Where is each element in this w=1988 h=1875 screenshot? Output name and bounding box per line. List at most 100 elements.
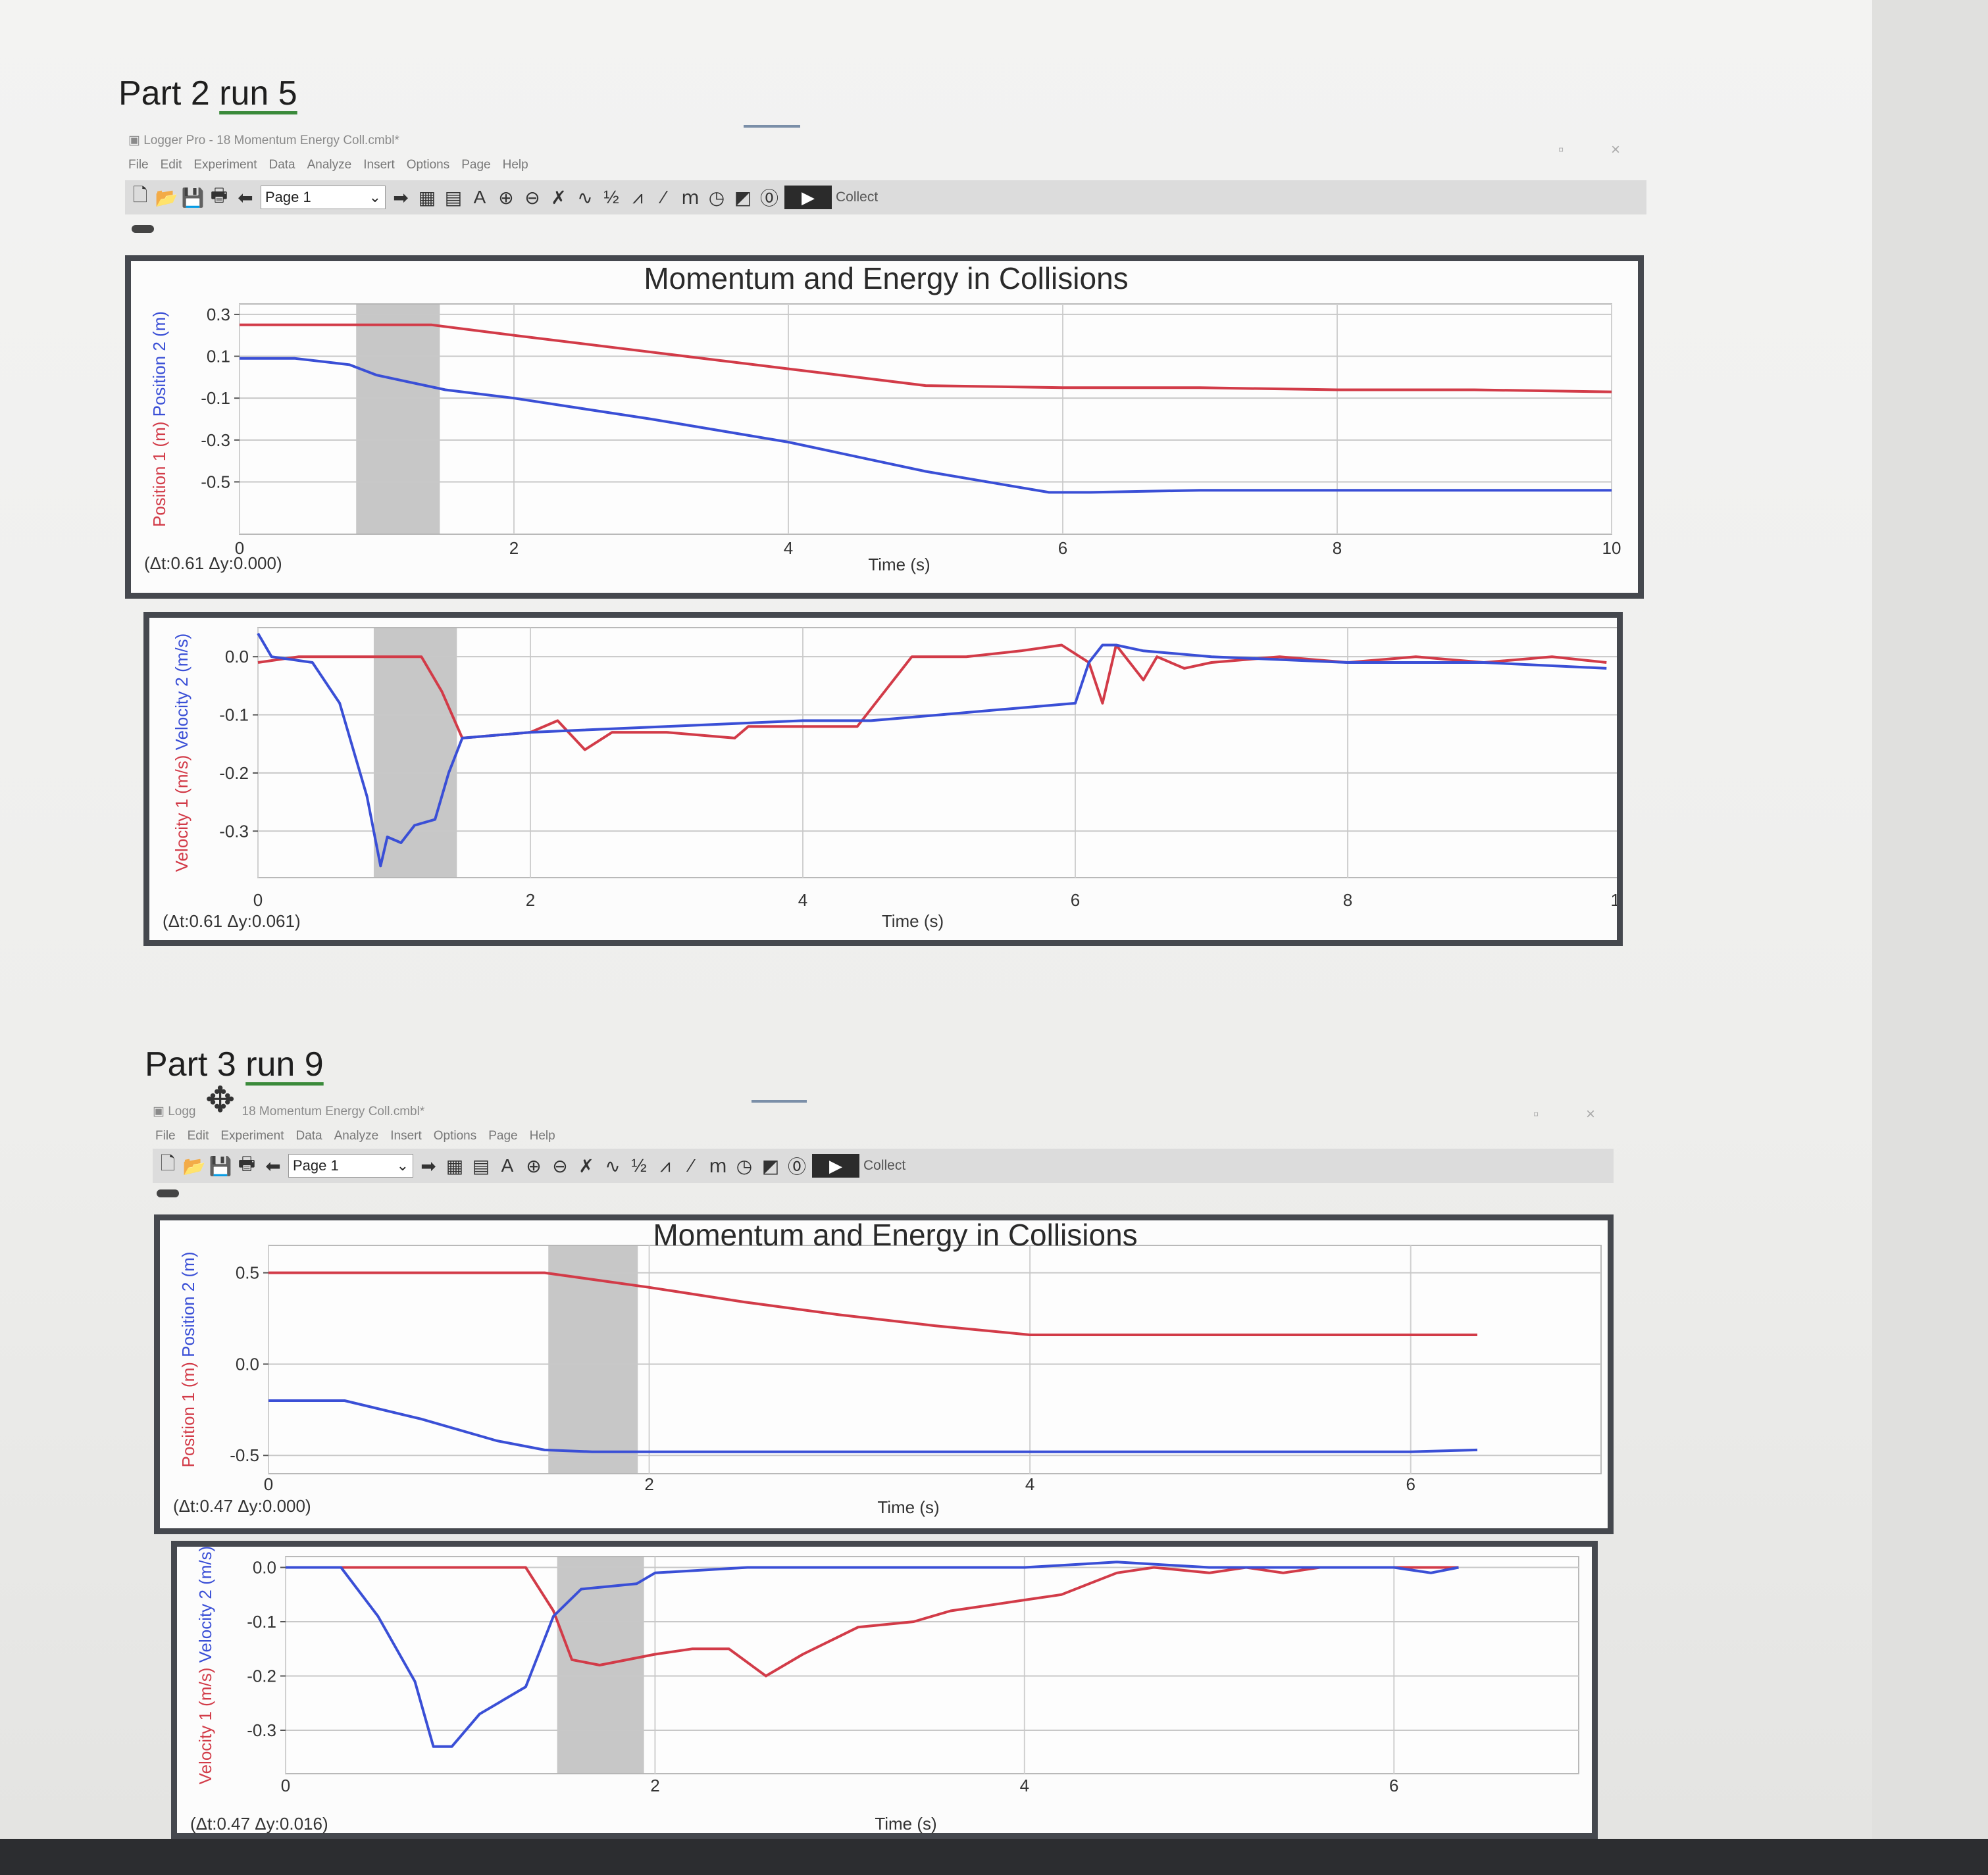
examine-icon[interactable]: ✗: [551, 187, 567, 208]
app-title: ▣ Logg 18 Momentum Energy Coll.cmbl*: [153, 1105, 425, 1118]
examine-icon[interactable]: ✗: [578, 1155, 594, 1176]
y-label-series2: Position 2 (m): [149, 311, 169, 416]
clock-icon[interactable]: ◷: [708, 187, 725, 208]
back-arrow-icon[interactable]: ⬅: [238, 187, 253, 208]
restore-icon[interactable]: ▫: [1558, 141, 1564, 159]
x-tick-label: 10: [1602, 538, 1621, 558]
menu-item-insert[interactable]: Insert: [363, 158, 395, 172]
menu-item-file[interactable]: File: [128, 158, 149, 172]
title-prefix: Part 2: [118, 74, 220, 113]
menu-item-analyze[interactable]: Analyze: [334, 1129, 379, 1143]
chart-title: Momentum and Energy in Collisions: [653, 1220, 1137, 1252]
menu-item-file[interactable]: File: [155, 1129, 176, 1143]
y-tick-label: -0.3: [247, 1720, 276, 1740]
y-tick-label: -0.3: [201, 430, 230, 450]
autoscale-icon[interactable]: A: [501, 1155, 514, 1176]
menu-item-options[interactable]: Options: [433, 1129, 477, 1143]
tangent-icon[interactable]: ∿: [605, 1155, 621, 1176]
collect-button[interactable]: ▶: [812, 1154, 859, 1178]
tangent-icon[interactable]: ∿: [577, 187, 593, 208]
delta-readout: (Δt:0.61 Δy:0.000): [144, 553, 282, 573]
calculator-icon[interactable]: ▤: [472, 1155, 490, 1176]
y-axis-label-text: Velocity 1 (m/s) Velocity 2 (m/s): [195, 1547, 215, 1784]
menu-item-page[interactable]: Page: [488, 1129, 518, 1143]
x-tick-label: 6: [1071, 890, 1080, 910]
menu-item-edit[interactable]: Edit: [160, 158, 182, 172]
menu-item-data[interactable]: Data: [295, 1129, 322, 1143]
zero-icon[interactable]: ⓪: [759, 188, 778, 209]
curve-fit-icon[interactable]: ⅿ: [709, 1155, 727, 1176]
graph-icon[interactable]: ◩: [734, 187, 752, 208]
restore-icon[interactable]: ▫: [1533, 1105, 1539, 1123]
stats-icon[interactable]: ⩘: [660, 1155, 671, 1176]
play-icon: ▶: [802, 187, 815, 207]
title-prefix: Part 3: [145, 1045, 246, 1084]
page-select[interactable]: Page 1 ⌄: [261, 186, 386, 209]
y-tick-label: -0.5: [201, 472, 230, 491]
menu-item-data[interactable]: Data: [268, 158, 295, 172]
menu-item-insert[interactable]: Insert: [390, 1129, 422, 1143]
zoom-in-icon[interactable]: ⊕: [498, 187, 514, 208]
open-folder-icon[interactable]: 📂: [155, 187, 178, 208]
app-icon: ▣: [128, 134, 144, 147]
close-icon[interactable]: ×: [1586, 1105, 1596, 1123]
y-tick-label: -0.1: [201, 388, 230, 408]
page-select[interactable]: Page 1 ⌄: [288, 1154, 413, 1178]
x-tick-label: 2: [644, 1474, 653, 1494]
curve-fit-icon[interactable]: ⅿ: [681, 187, 700, 208]
y-axis-label: Position 1 (m) Position 2 (m): [178, 1251, 198, 1467]
print-icon[interactable]: 🖶: [238, 1153, 256, 1174]
page-handle[interactable]: [157, 1189, 179, 1197]
y-label-series1: Position 1 (m): [149, 422, 169, 527]
y-axis-label: Velocity 1 (m/s) Velocity 2 (m/s): [195, 1547, 215, 1784]
menu-item-experiment[interactable]: Experiment: [193, 158, 257, 172]
forward-arrow-icon[interactable]: ➡: [393, 187, 409, 208]
save-icon[interactable]: 💾: [209, 1155, 232, 1176]
close-icon[interactable]: ×: [1611, 141, 1621, 159]
new-file-icon[interactable]: 🗋: [132, 185, 148, 205]
menu-item-help[interactable]: Help: [502, 158, 528, 172]
menu-item-edit[interactable]: Edit: [187, 1129, 209, 1143]
menu-item-experiment[interactable]: Experiment: [220, 1129, 284, 1143]
stats-icon[interactable]: ⩘: [632, 186, 643, 207]
x-tick-label: 2: [509, 538, 519, 558]
y-label-series2: Position 2 (m): [178, 1251, 198, 1357]
x-tick-label: 8: [1343, 890, 1352, 910]
open-folder-icon[interactable]: 📂: [182, 1155, 206, 1176]
integral-icon[interactable]: ½: [631, 1155, 647, 1176]
section-title-part3: Part 3 run 9: [145, 1045, 324, 1084]
calculator-icon[interactable]: ▤: [444, 187, 463, 208]
zoom-in-icon[interactable]: ⊕: [526, 1155, 542, 1176]
delta-readout: (Δt:0.61 Δy:0.061): [163, 911, 301, 931]
x-tick-label: 0: [253, 890, 263, 910]
plot-area: [268, 1245, 1602, 1474]
zero-icon[interactable]: ⓪: [787, 1157, 806, 1177]
menu-item-analyze[interactable]: Analyze: [307, 158, 352, 172]
x-axis-label: Time (s): [868, 555, 930, 574]
collect-button[interactable]: ▶: [784, 186, 832, 209]
print-icon[interactable]: 🖶: [210, 185, 228, 205]
menu-item-page[interactable]: Page: [461, 158, 491, 172]
play-icon: ▶: [829, 1155, 842, 1176]
zoom-out-icon[interactable]: ⊖: [524, 187, 540, 208]
zoom-out-icon[interactable]: ⊖: [552, 1155, 568, 1176]
linear-fit-icon[interactable]: ⁄: [662, 187, 666, 207]
y-tick-label: -0.1: [219, 705, 249, 725]
menu-item-help[interactable]: Help: [529, 1129, 555, 1143]
title-run: run 9: [245, 1045, 324, 1084]
page-handle[interactable]: [132, 225, 154, 233]
clock-icon[interactable]: ◷: [736, 1155, 753, 1176]
forward-arrow-icon[interactable]: ➡: [421, 1155, 436, 1176]
graph-run9-velocity: 0 2 4 6 0.0 -0.1 -0.2 -0.3 Time (s) (Δt:0.47 Δy:0…: [171, 1541, 1598, 1839]
linear-fit-icon[interactable]: ⁄: [690, 1155, 694, 1176]
integral-icon[interactable]: ½: [603, 187, 619, 207]
table-icon[interactable]: ▦: [446, 1155, 464, 1176]
new-file-icon[interactable]: 🗋: [160, 1153, 176, 1174]
autoscale-icon[interactable]: A: [473, 187, 486, 207]
save-icon[interactable]: 💾: [181, 187, 205, 208]
graph-run5-position: 0 2 4 6 8 10 0.3 0.1 -0.1 -0.3 -0.5 Momentum and En…: [125, 255, 1644, 599]
back-arrow-icon[interactable]: ⬅: [265, 1155, 281, 1176]
table-icon[interactable]: ▦: [418, 187, 436, 208]
menu-item-options[interactable]: Options: [406, 158, 450, 172]
graph-icon[interactable]: ◩: [761, 1155, 780, 1176]
